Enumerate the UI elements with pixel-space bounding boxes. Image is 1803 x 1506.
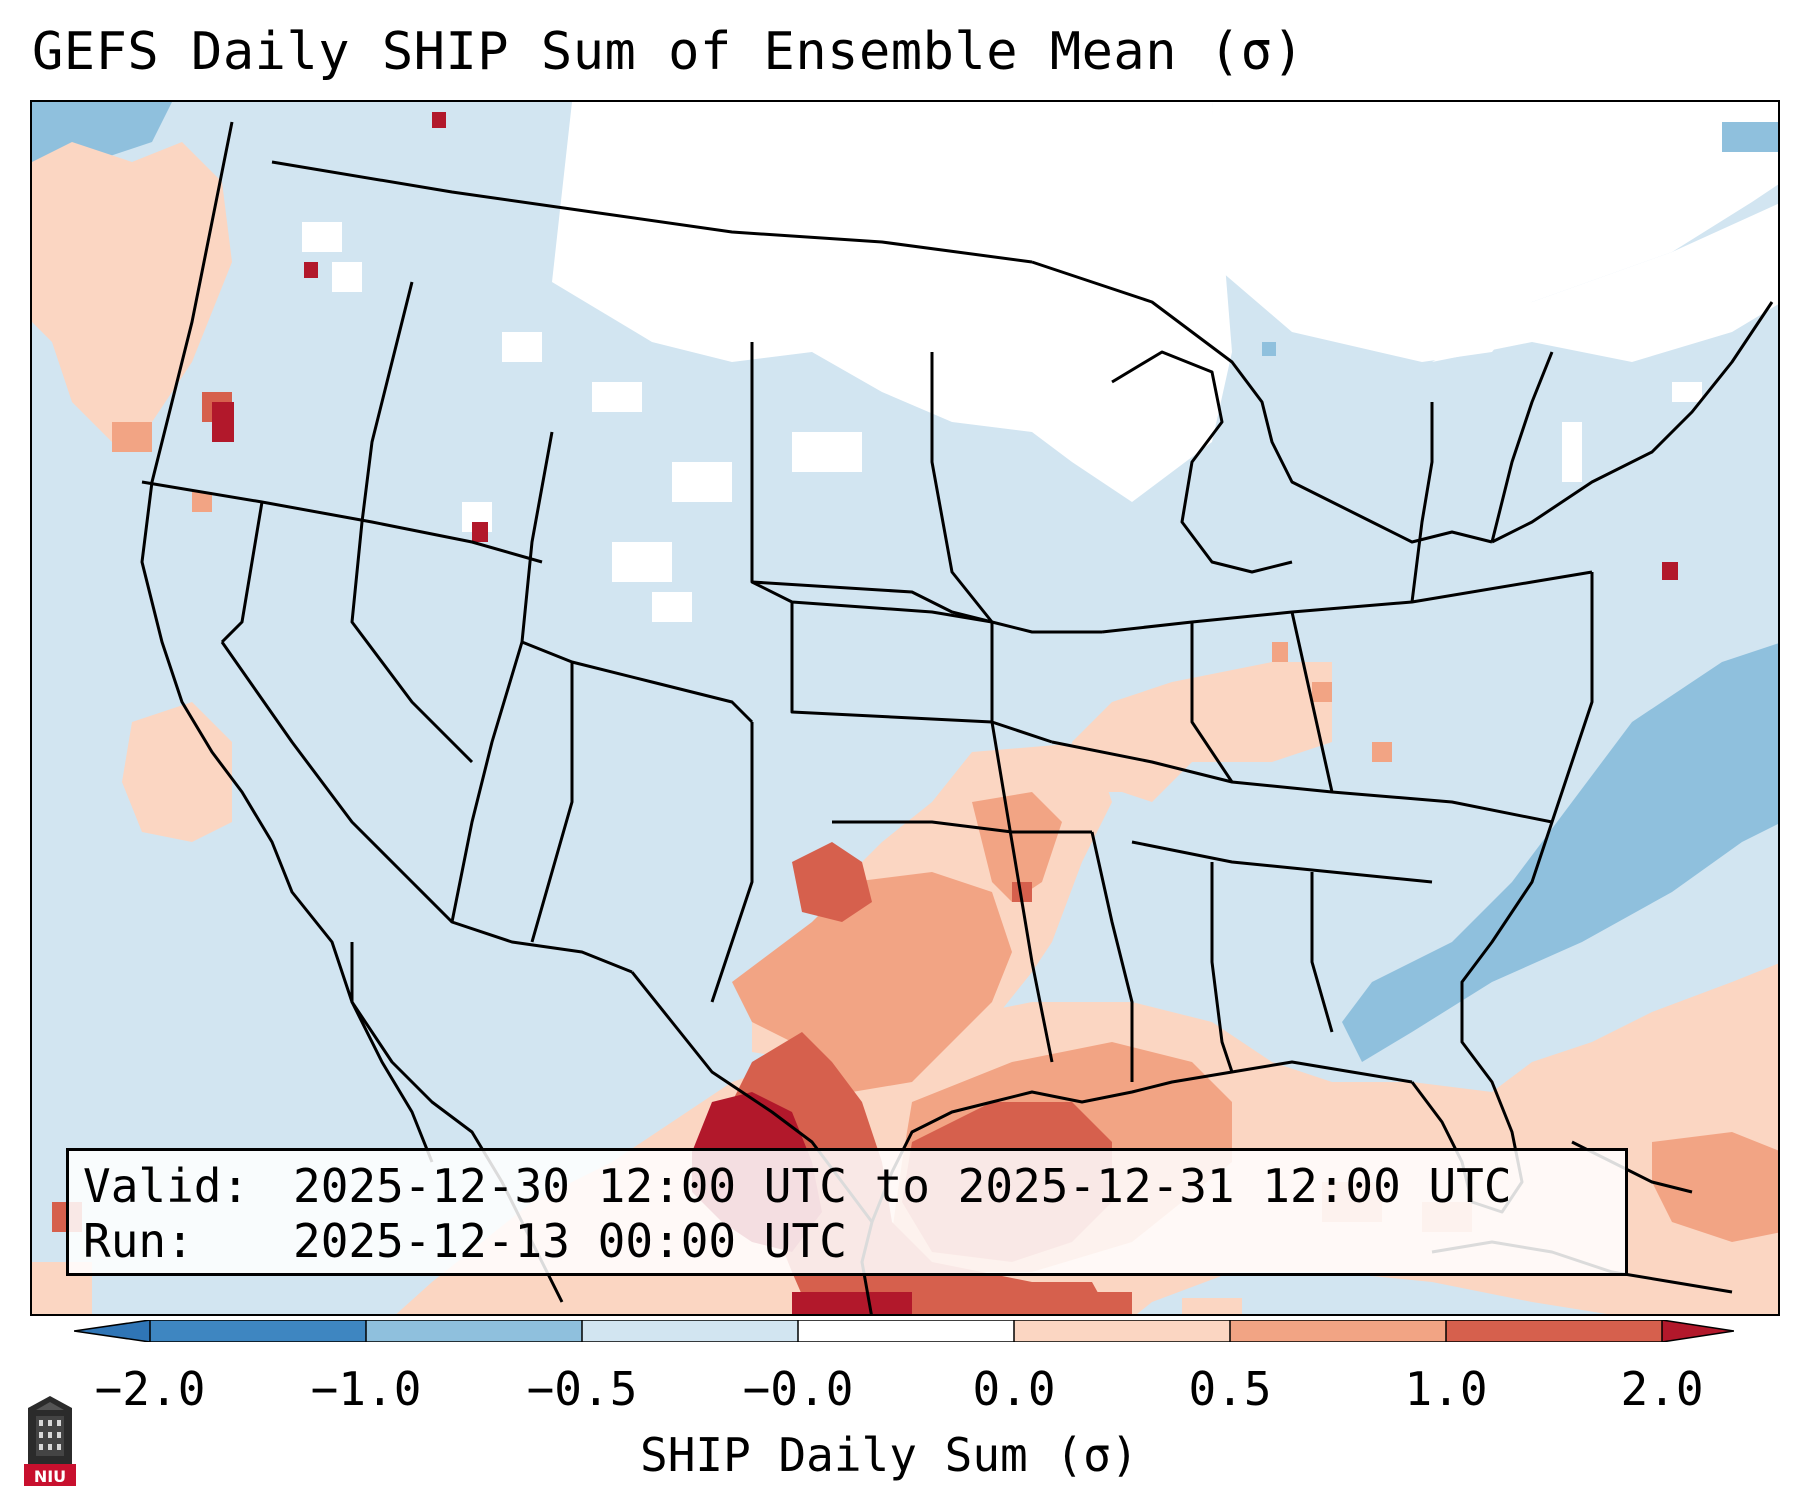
colorbar-bin-1 [150,1320,366,1342]
map-canvas [32,102,1778,1314]
colorbar-bin-6 [1230,1320,1446,1342]
colorbar-bin-5 [1014,1320,1230,1342]
tick-label-3: −0.0 [742,1362,854,1416]
colorbar [74,1320,1734,1342]
tick-label-0: −2.0 [94,1362,206,1416]
colorbar-bin-3 [582,1320,798,1342]
tick-label-1: −1.0 [310,1362,422,1416]
colorbar-low-extension [74,1320,150,1342]
valid-value: 2025-12-30 12:00 UTC to 2025-12-31 12:00… [293,1159,1512,1213]
tick-label-6: 1.0 [1404,1362,1488,1416]
colorbar-bin-7 [1446,1320,1662,1342]
tick-label-2: −0.5 [526,1362,638,1416]
colorbar-bin-2 [366,1320,582,1342]
valid-run-info-box: Valid: 2025-12-30 12:00 UTC to 2025-12-3… [66,1148,1628,1276]
run-value: 2025-12-13 00:00 UTC [293,1214,847,1268]
chart-title: GEFS Daily SHIP Sum of Ensemble Mean (σ) [32,22,1305,82]
valid-key: Valid: [83,1159,250,1213]
run-key: Run: [83,1214,194,1268]
map-panel [30,100,1780,1316]
valid-row: Valid: 2025-12-30 12:00 UTC to 2025-12-3… [83,1159,1611,1214]
niu-logo: NIU [24,1396,76,1486]
run-row: Run: 2025-12-13 00:00 UTC [83,1214,1611,1269]
colorbar-bin-4 [798,1320,1014,1342]
colorbar-high-extension [1662,1320,1734,1342]
colorbar-label: SHIP Daily Sum (σ) [640,1428,1139,1482]
svg-text:NIU: NIU [34,1467,66,1486]
tick-label-5: 0.5 [1188,1362,1272,1416]
near-zero-areas [302,102,1778,622]
tick-label-7: 2.0 [1620,1362,1704,1416]
colorbar-ticks [149,1320,1663,1342]
tick-label-4: 0.0 [972,1362,1056,1416]
